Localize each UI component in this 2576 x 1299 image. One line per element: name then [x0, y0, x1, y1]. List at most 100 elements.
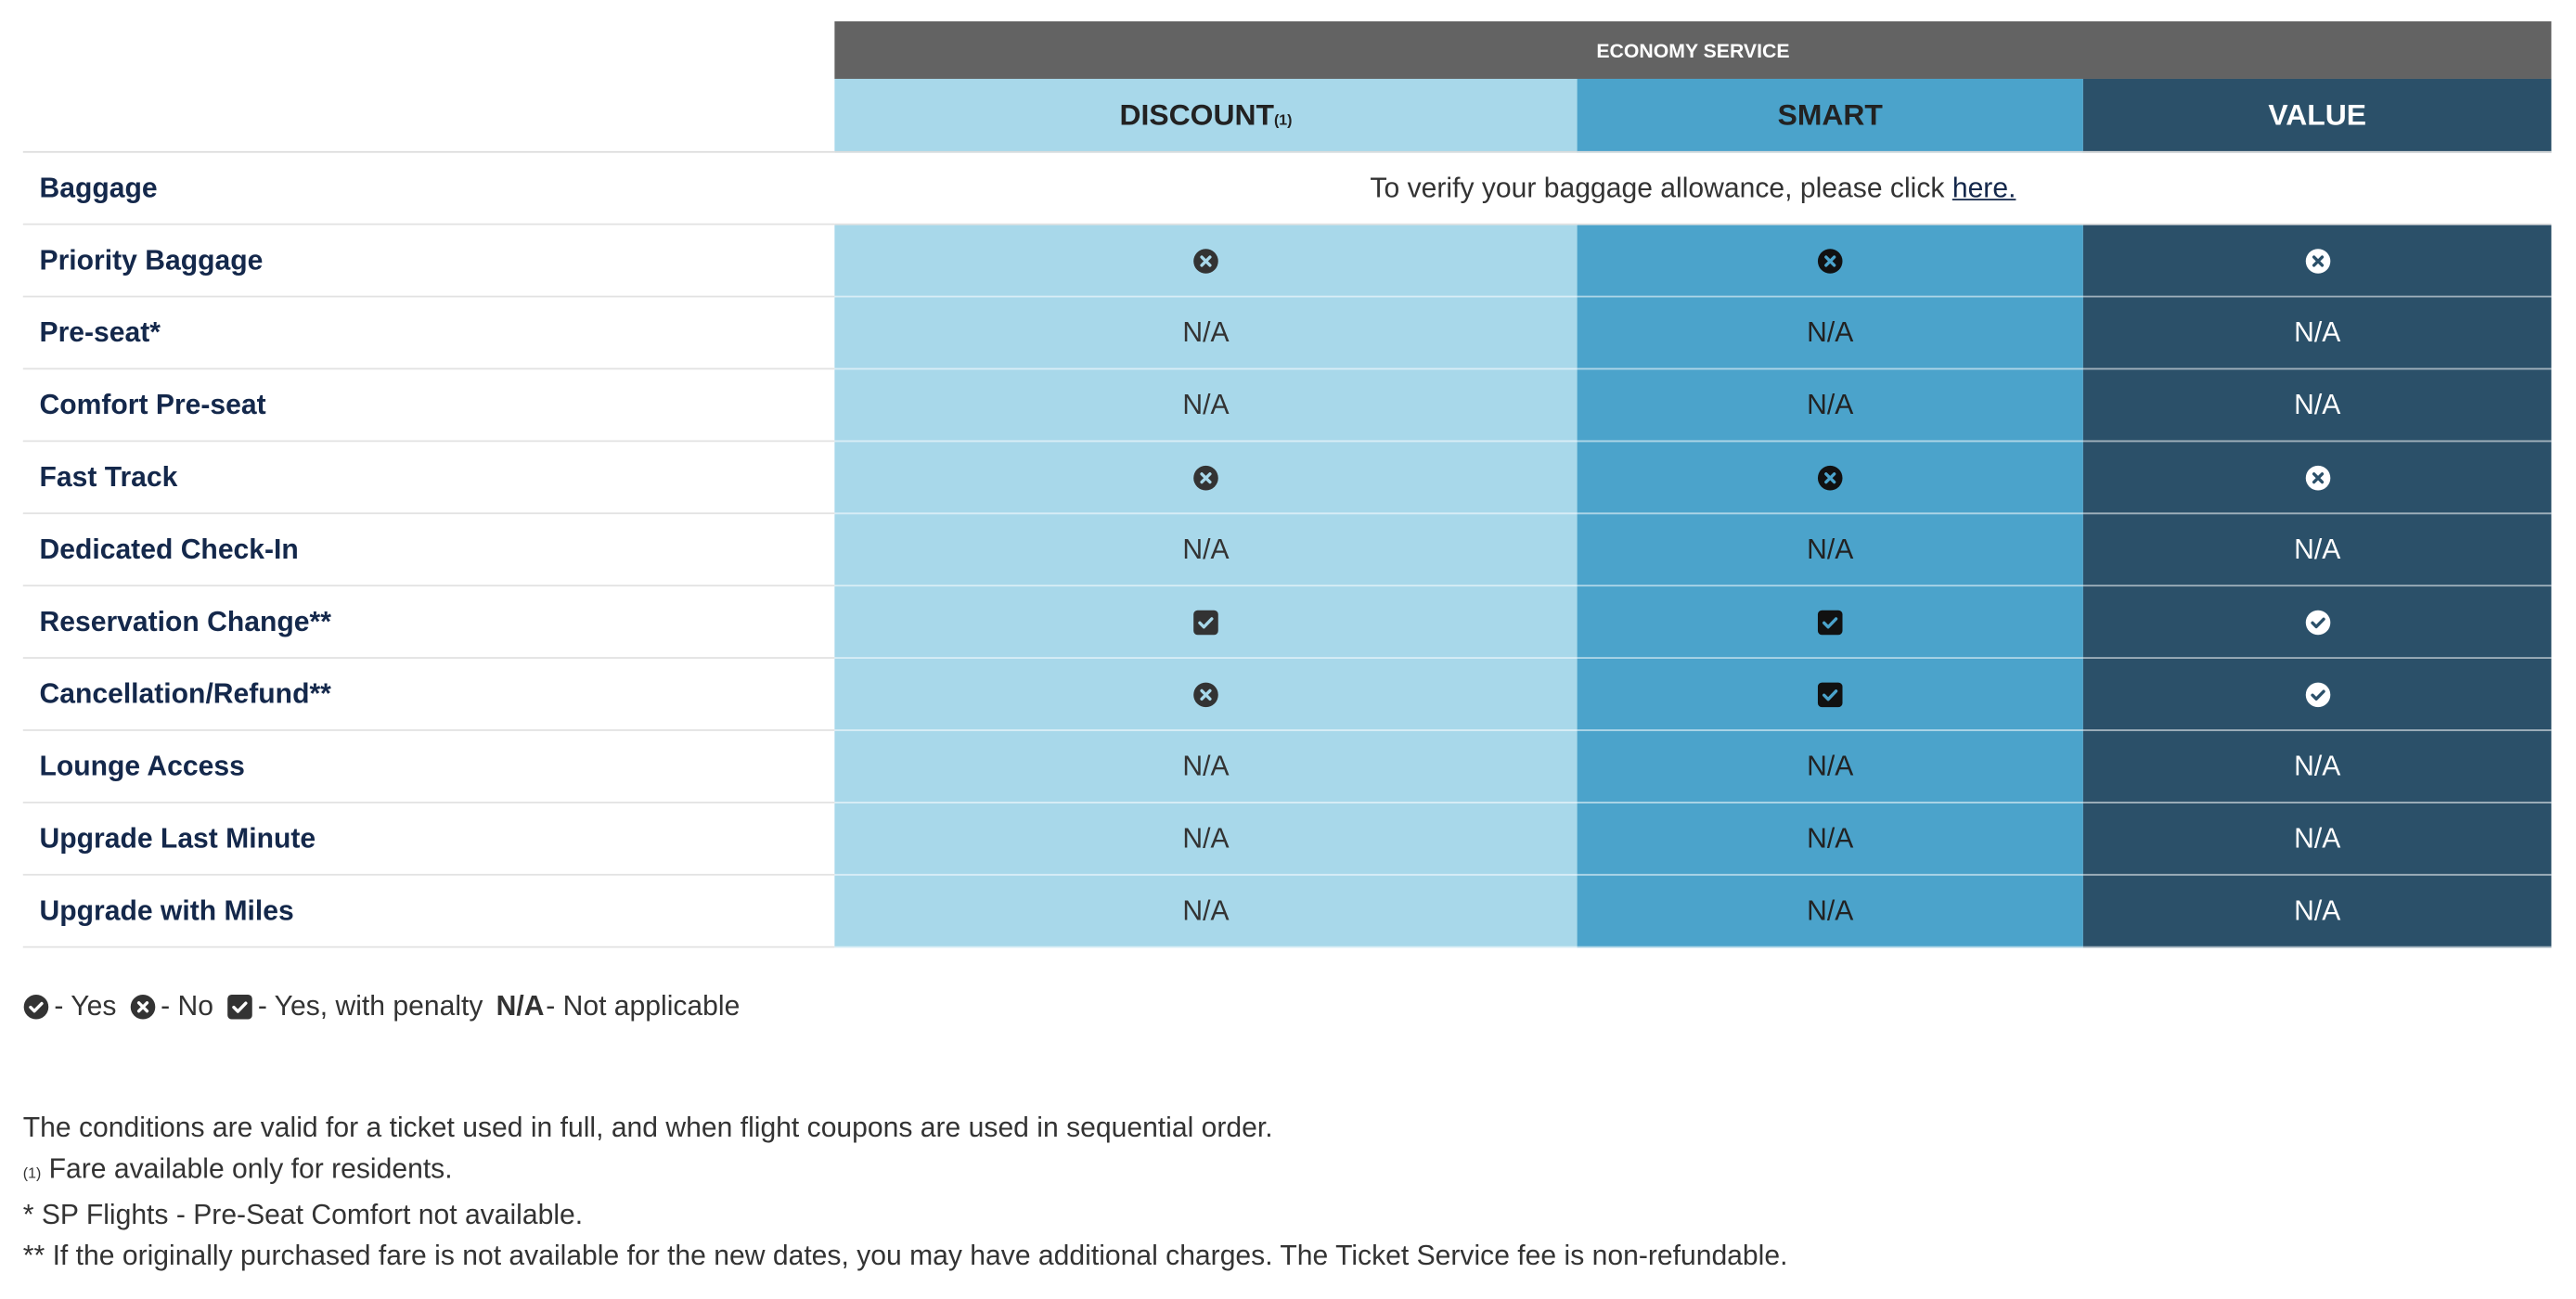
fare-cell — [834, 658, 1578, 731]
fare-row: Fast Track — [22, 441, 2552, 515]
check-square-icon — [1193, 610, 1218, 636]
check-circle-icon — [23, 994, 49, 1020]
row-label: Upgrade Last Minute — [22, 802, 835, 876]
legend: - Yes - No - Yes, with penalty N/A - Not app… — [23, 991, 753, 1023]
fare-cell: N/A — [1577, 729, 2083, 804]
row-label: Pre-seat* — [22, 296, 835, 370]
times-circle-icon — [1193, 249, 1218, 274]
cell-text: N/A — [2294, 533, 2341, 565]
cell-text: N/A — [1182, 750, 1230, 781]
cell-text: N/A — [1182, 315, 1230, 348]
baggage-link[interactable]: here. — [1951, 172, 2016, 203]
column-header: SMART — [1577, 78, 2083, 153]
fare-cell — [2082, 585, 2552, 659]
fare-cell — [1577, 224, 2083, 298]
fare-row: Pre-seat* N/A N/A N/A — [22, 296, 2552, 370]
cell-text: N/A — [1807, 315, 1854, 348]
fare-cell — [834, 441, 1578, 515]
times-circle-icon — [130, 994, 155, 1020]
cell-text: N/A — [1807, 533, 1854, 565]
cell-text: N/A — [1807, 388, 1854, 420]
cell-text: N/A — [2294, 894, 2341, 926]
row-label: Baggage — [22, 151, 835, 225]
fare-cell: N/A — [834, 296, 1578, 370]
baggage-text: To verify your baggage allowance, please… — [1370, 172, 1952, 203]
cell-text: N/A — [2294, 750, 2341, 781]
legend-label: - Not applicable — [546, 990, 741, 1022]
fare-row: Reservation Change** — [22, 585, 2552, 659]
cell-text: N/A — [2294, 388, 2341, 420]
legend-item: - No — [130, 991, 213, 1023]
row-label: Reservation Change** — [22, 585, 835, 659]
fare-cell: N/A — [1577, 802, 2083, 876]
footnote: * SP Flights - Pre-Seat Comfort not avai… — [22, 1199, 584, 1231]
empty-corner — [23, 21, 835, 79]
row-label: Comfort Pre-seat — [22, 368, 835, 443]
check-square-icon — [1817, 610, 1843, 636]
fare-cell: N/A — [834, 874, 1578, 948]
fare-row: Upgrade with Miles N/A N/A N/A — [22, 874, 2552, 948]
cell-text: N/A — [2294, 315, 2341, 348]
column-header: DISCOUNT(1) — [834, 78, 1578, 153]
row-label: Upgrade with Miles — [22, 874, 835, 948]
legend-label: - Yes, with penalty — [257, 990, 483, 1022]
baggage-note: To verify your baggage allowance, please… — [834, 151, 2552, 225]
times-circle-icon — [1193, 682, 1218, 708]
column-name: DISCOUNT — [1119, 97, 1274, 131]
column-header-row: DISCOUNT(1) SMART VALUE — [22, 78, 2552, 153]
legend-item: N/A - Not applicable — [496, 991, 741, 1023]
footnote-marker: (1) — [22, 1164, 42, 1181]
fare-cell: N/A — [1577, 513, 2083, 587]
fare-row: Cancellation/Refund** — [22, 658, 2552, 731]
fare-cell — [1577, 658, 2083, 731]
legend-key: N/A — [496, 990, 545, 1022]
fare-cell: N/A — [2082, 513, 2552, 587]
cell-text: N/A — [1807, 894, 1854, 926]
check-circle-icon — [2304, 610, 2330, 636]
fare-cell — [2082, 224, 2552, 298]
service-header-row: ECONOMY SERVICE — [23, 21, 2552, 79]
fare-cell: N/A — [2082, 874, 2552, 948]
row-label: Dedicated Check-In — [22, 513, 835, 587]
fare-cell: N/A — [2082, 729, 2552, 804]
fare-cell — [1577, 585, 2083, 659]
fare-row: Priority Baggage — [22, 224, 2552, 298]
fare-cell — [2082, 658, 2552, 731]
fare-cell — [834, 585, 1578, 659]
fare-table: ECONOMY SERVICE DISCOUNT(1) SMART VALUE Ba… — [22, 21, 2552, 948]
cell-text: N/A — [1182, 388, 1230, 420]
footnote: The conditions are valid for a ticket us… — [22, 1112, 1273, 1144]
column-name: SMART — [1777, 97, 1883, 131]
times-circle-icon — [2304, 465, 2330, 491]
fare-cell — [2082, 441, 2552, 515]
times-circle-icon — [1817, 249, 1843, 274]
check-square-icon — [1817, 682, 1843, 708]
column-name: VALUE — [2268, 97, 2366, 131]
fare-cell: N/A — [834, 513, 1578, 587]
fare-row: Dedicated Check-In N/A N/A N/A — [22, 513, 2552, 587]
times-circle-icon — [1817, 465, 1843, 491]
column-note: (1) — [1273, 110, 1293, 128]
fare-row: Upgrade Last Minute N/A N/A N/A — [22, 802, 2552, 876]
service-title: ECONOMY SERVICE — [834, 21, 2552, 79]
fare-rows: Baggage To verify your baggage allowance… — [22, 151, 2552, 948]
fare-cell: N/A — [834, 729, 1578, 804]
check-square-icon — [227, 994, 252, 1020]
footnote: ** If the originally purchased fare is n… — [22, 1240, 1788, 1272]
cell-text: N/A — [1182, 894, 1230, 926]
cell-text: N/A — [1182, 533, 1230, 565]
empty-corner — [22, 78, 835, 153]
times-circle-icon — [2304, 249, 2330, 274]
baggage-row: Baggage To verify your baggage allowance… — [22, 151, 2552, 225]
cell-text: N/A — [2294, 822, 2341, 854]
footnote-text: Fare available only for residents. — [48, 1152, 453, 1185]
cell-text: N/A — [1807, 822, 1854, 854]
fare-cell: N/A — [1577, 874, 2083, 948]
fare-cell — [834, 224, 1578, 298]
check-circle-icon — [2304, 682, 2330, 708]
fare-cell — [1577, 441, 2083, 515]
fare-cell: N/A — [2082, 802, 2552, 876]
fare-cell: N/A — [1577, 368, 2083, 443]
